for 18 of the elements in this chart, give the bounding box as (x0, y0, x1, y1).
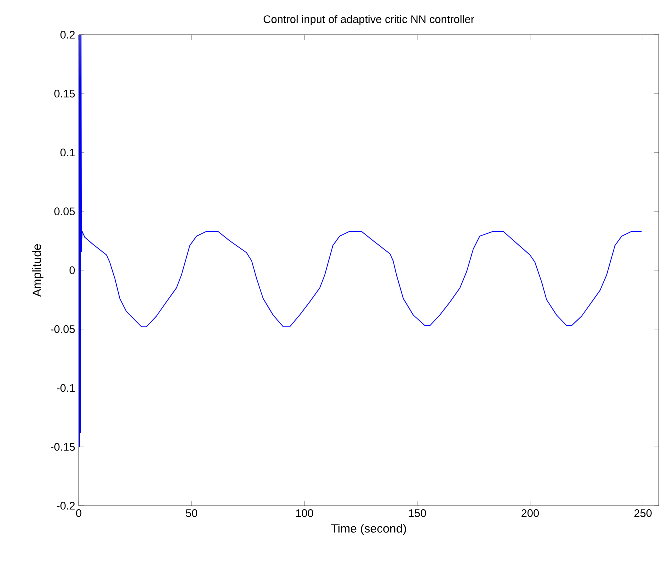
y-tick-label: 0.1 (60, 148, 75, 157)
x-tick-label: 250 (634, 510, 652, 518)
x-tick-label: 150 (409, 510, 426, 518)
x-axis-title: Time (second) (331, 524, 406, 536)
y-tick-label: -0.05 (50, 326, 76, 334)
x-tick-label: 50 (186, 510, 198, 518)
y-tick-label: -0.1 (57, 384, 75, 392)
y-tick-label: -0.2 (57, 502, 75, 510)
x-tick-label: 100 (296, 510, 314, 518)
y-tick-label: 0.05 (54, 208, 76, 216)
chart-title: Control input of adaptive critic NN controller (264, 15, 474, 26)
x-tick-label: 0 (76, 510, 82, 518)
y-axis-title: Amplitude (32, 244, 44, 298)
y-tick-label: -0.15 (50, 443, 76, 452)
y-tick-label: 0 (70, 266, 76, 274)
x-tick-label: 200 (522, 510, 540, 518)
y-tick-label: 0.15 (54, 90, 76, 98)
y-tick-label: 0.2 (60, 31, 75, 39)
